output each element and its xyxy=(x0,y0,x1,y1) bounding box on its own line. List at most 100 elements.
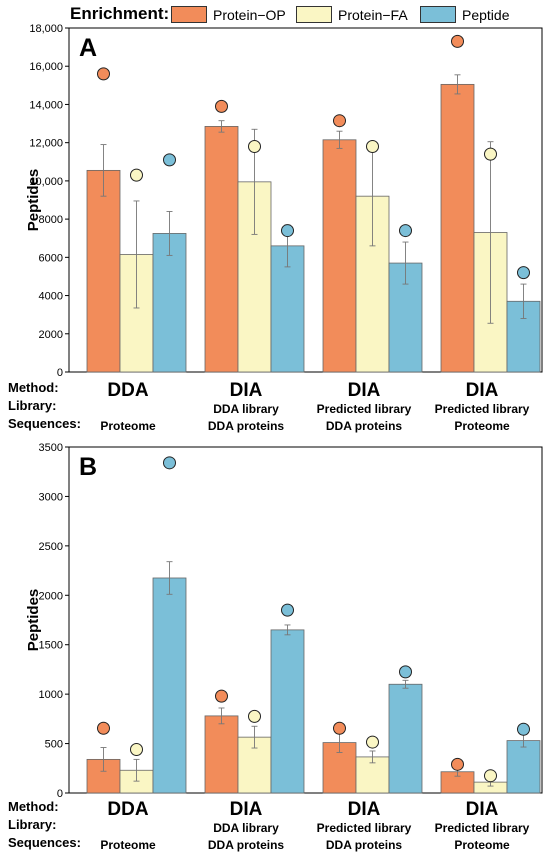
legend-label-peptide: Peptide xyxy=(462,6,510,23)
panel-a-bar-peptide xyxy=(152,233,187,373)
panel-b-row-label-sequences: Sequences: xyxy=(8,835,81,850)
panel-a-ytick-label: 16,000 xyxy=(29,61,63,73)
panel-a-ytick-label: 2000 xyxy=(39,329,63,341)
panel-a-group-sequences: Proteome xyxy=(100,419,156,433)
panel-a-marker-protein-fa xyxy=(130,168,143,182)
panel-a-ytick-label: 14,000 xyxy=(29,99,63,111)
panel-b-y-axis-label: Peptides xyxy=(25,589,42,652)
panel-a-marker-protein-op xyxy=(451,34,464,48)
legend-label-protein-fa: Protein−FA xyxy=(338,6,408,23)
panel-b-group-sequences: Proteome xyxy=(100,838,156,852)
panel-a-bar-protein-fa xyxy=(237,181,272,373)
panel-a-row-label-library: Library: xyxy=(8,398,56,413)
panel-b-bar-peptide xyxy=(270,629,305,794)
panel-a-marker-protein-op xyxy=(333,114,346,128)
panel-a-row-label-sequences: Sequences: xyxy=(8,416,81,431)
panel-a-ytick-label: 6000 xyxy=(39,252,63,264)
panel-a-ytick-label: 8000 xyxy=(39,214,63,226)
panel-b-row-label-method: Method: xyxy=(8,799,59,814)
panel-a-bar-peptide xyxy=(506,300,541,373)
panel-a-group-method: DIA xyxy=(348,380,381,401)
panel-b-bar-protein-op xyxy=(440,771,475,794)
panel-b-ytick-label: 3500 xyxy=(39,442,63,454)
panel-b-bar-protein-fa xyxy=(473,781,508,794)
panel-b-row-label-library: Library: xyxy=(8,817,56,832)
panel-a-marker-peptide xyxy=(281,224,294,238)
panel-b-marker-protein-fa xyxy=(366,735,379,749)
legend-title: Enrichment: xyxy=(70,4,170,23)
panel-a-ytick-label: 12,000 xyxy=(29,138,63,150)
panel-a-group-library: Predicted library xyxy=(317,402,412,416)
panel-b-bar-protein-fa xyxy=(119,769,154,794)
panel-a-marker-protein-op xyxy=(215,99,228,113)
panel-b-marker-protein-op xyxy=(97,721,110,735)
panel-a-marker-peptide xyxy=(399,224,412,238)
legend: Enrichment: Protein−OP Protein−FA Peptid… xyxy=(0,0,550,30)
panel-a-group-method: DIA xyxy=(466,380,499,401)
panel-b-marker-protein-fa xyxy=(248,709,261,723)
panel-b-bar-peptide xyxy=(506,740,541,794)
panel-b-group-sequences: Proteome xyxy=(454,838,510,852)
panel-b-bar-protein-fa xyxy=(237,736,272,794)
panel-a-panel-letter: A xyxy=(79,34,97,62)
panel-b-ytick-label: 500 xyxy=(45,739,63,751)
panel-b-ytick-label: 2500 xyxy=(39,541,63,553)
panel-a-marker-protein-fa xyxy=(248,139,261,153)
legend-swatch-protein-op xyxy=(171,6,207,23)
panel-b-ytick-label: 1000 xyxy=(39,689,63,701)
panel-a-ytick-label: 4000 xyxy=(39,291,63,303)
panel-a-group-library: Predicted library xyxy=(435,402,530,416)
panel-a-group-sequences: Proteome xyxy=(454,419,510,433)
panel-b-group-library: Predicted library xyxy=(435,821,530,835)
panel-a-group-sequences: DDA proteins xyxy=(208,419,285,433)
panel-a-group-method: DDA xyxy=(107,380,148,401)
panel-b-ytick-label: 2000 xyxy=(39,590,63,602)
panel-a-y-axis-label: Peptides xyxy=(25,169,42,232)
panel-b-group-method: DIA xyxy=(230,799,263,820)
legend-swatch-peptide xyxy=(420,6,456,23)
panel-a-ytick-label: 10,000 xyxy=(29,176,63,188)
panel-b-bar-protein-op xyxy=(322,742,357,794)
panel-b-marker-protein-fa xyxy=(484,769,497,783)
legend-item-protein-op: Protein−OP xyxy=(171,6,286,23)
panel-a-group-library: DDA library xyxy=(213,402,279,416)
panel-b-plot-frame xyxy=(68,446,543,794)
panel-b-bar-peptide xyxy=(152,577,187,794)
panel-b-marker-protein-op xyxy=(333,721,346,735)
panel-a-bar-protein-op xyxy=(204,126,239,373)
panel-b-group-library: Predicted library xyxy=(317,821,412,835)
panel-a-marker-peptide xyxy=(517,266,530,280)
panel-a-row-label-method: Method: xyxy=(8,380,59,395)
panel-a-bar-protein-op xyxy=(322,139,357,373)
panel-b-marker-peptide xyxy=(517,722,530,736)
panel-b-group-method: DDA xyxy=(107,799,148,820)
panel-a-bar-peptide xyxy=(270,245,305,373)
panel-b-group-method: DIA xyxy=(348,799,381,820)
panel-a-bar-protein-fa xyxy=(119,254,154,373)
panel-a-marker-protein-op xyxy=(97,67,110,81)
legend-label-protein-op: Protein−OP xyxy=(213,6,286,23)
panel-b-bar-protein-fa xyxy=(355,756,390,794)
panel-b-group-sequences: DDA proteins xyxy=(208,838,285,852)
legend-swatch-protein-fa xyxy=(296,6,332,23)
panel-b-group-sequences: DDA proteins xyxy=(326,838,403,852)
panel-a-group-method: DIA xyxy=(230,380,263,401)
panel-b-group-library: DDA library xyxy=(213,821,279,835)
legend-item-peptide: Peptide xyxy=(420,6,509,23)
panel-a-ytick-label: 0 xyxy=(57,367,63,379)
panel-a-plot-frame xyxy=(68,27,543,373)
panel-b-ytick-label: 3000 xyxy=(39,491,63,503)
panel-b-bar-protein-op xyxy=(86,758,121,794)
panel-b-marker-protein-fa xyxy=(130,743,143,757)
legend-item-protein-fa: Protein−FA xyxy=(296,6,408,23)
panel-b-panel-letter: B xyxy=(79,453,97,481)
panel-a-marker-protein-fa xyxy=(366,139,379,153)
panel-a-marker-peptide xyxy=(163,153,176,167)
panel-a-marker-protein-fa xyxy=(484,147,497,161)
panel-a-bar-protein-op xyxy=(86,169,121,373)
panel-b-marker-peptide xyxy=(281,603,294,617)
panel-b-bar-peptide xyxy=(388,683,423,794)
panel-a-bar-protein-fa xyxy=(473,232,508,373)
panel-a-bar-protein-fa xyxy=(355,195,390,373)
